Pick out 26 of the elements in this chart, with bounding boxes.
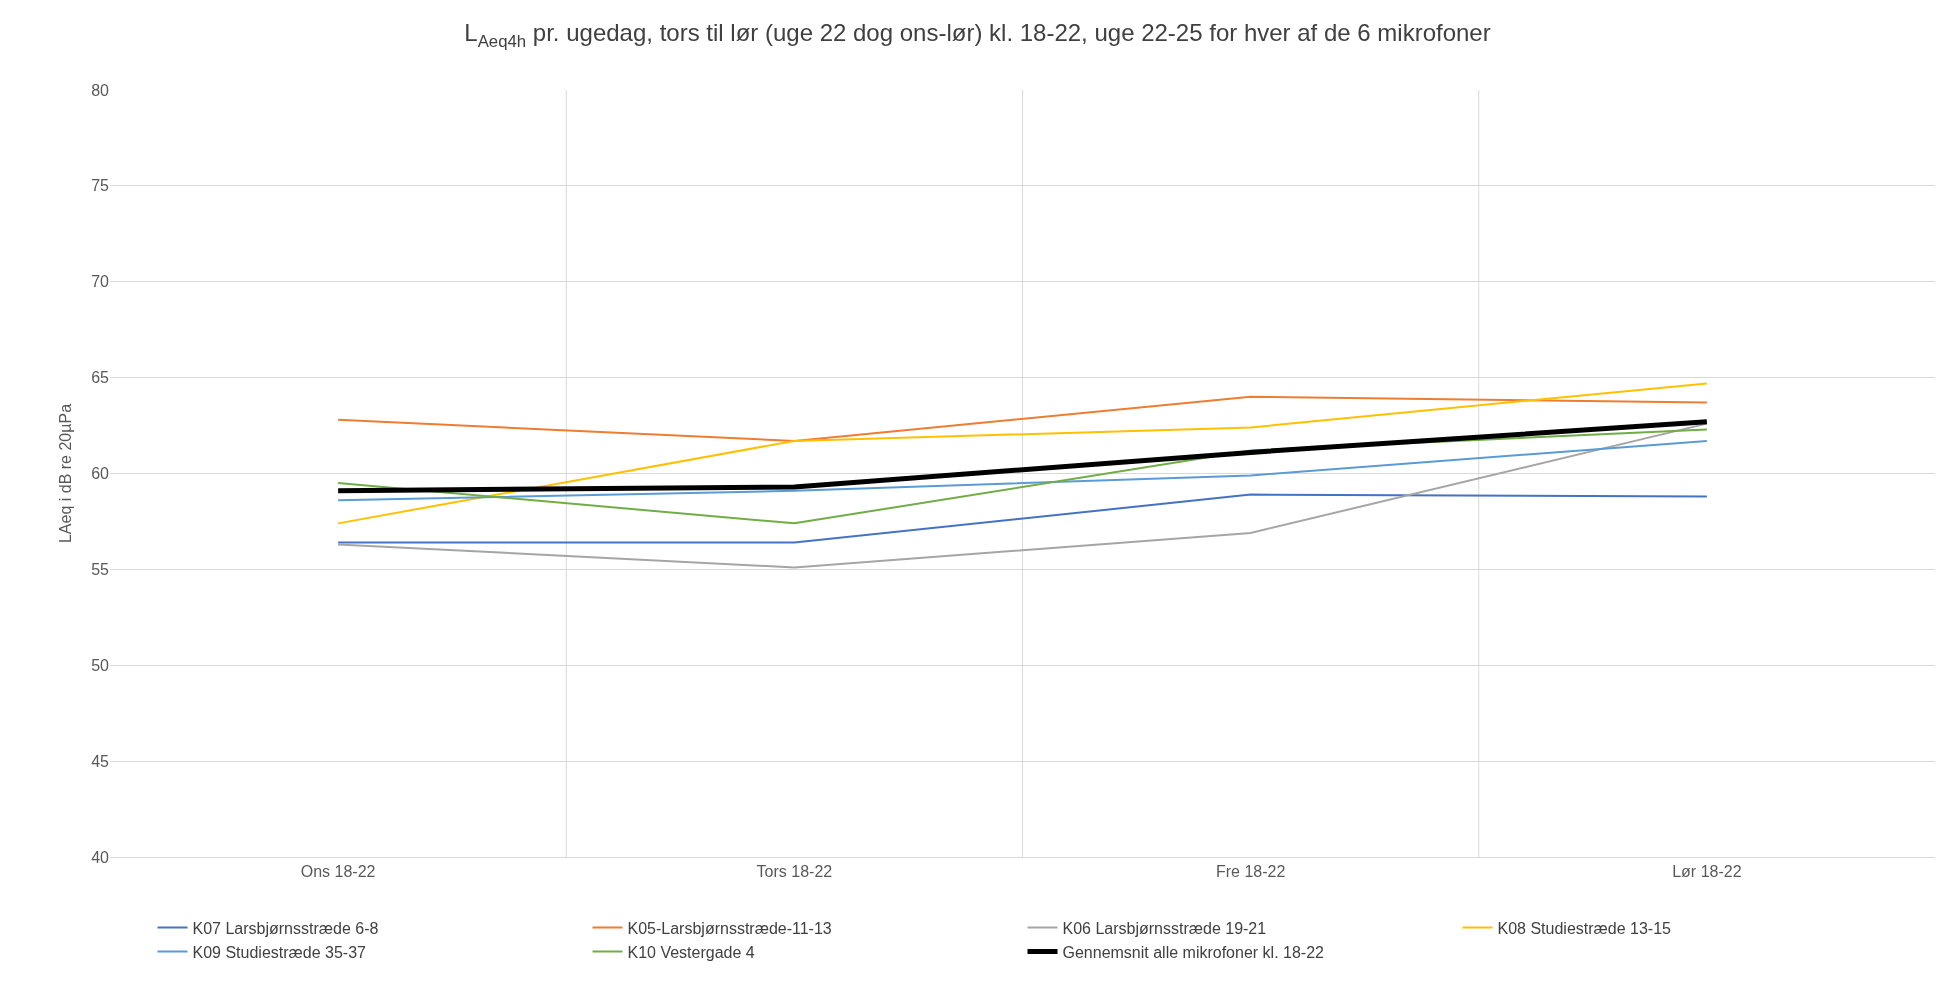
x-tick-label: Ons 18-22 [300,863,376,881]
y-axis-title: LAeq i dB re 20µPa [57,403,75,544]
y-tick-label: 45 [91,752,110,770]
legend-label: K08 Studiestræde 13-15 [1497,919,1672,937]
line-series [337,422,1708,569]
y-tick-label: 55 [91,560,110,578]
y-tick-label: 75 [91,177,110,195]
legend-label: K06 Larsbjørnsstræde 19-21 [1062,919,1267,937]
legend-label: Gennemsnit alle mikrofoner kl. 18-22 [1062,943,1325,961]
y-tick-label: 40 [91,848,110,866]
legend-label: K07 Larsbjørnsstræde 6-8 [192,919,379,937]
chart-title: L$_{Aeq4h}$ pr. ugedag, tors til lør (uge 22 dog ons-lør) kl. 18-22, uge 22-25 for hver af de 6 mikrofoner [464,19,1491,51]
line-series [337,395,1708,442]
x-tick-label: Tors 18-22 [756,863,833,881]
y-tick-label: 50 [91,656,110,674]
legend-label: K09 Studiestræde 35-37 [192,943,367,961]
y-tick-label: 80 [91,81,110,99]
x-tick-label: Lør 18-22 [1672,863,1742,881]
y-tick-label: 60 [91,465,110,483]
line-series [337,382,1708,525]
y-tick-label: 65 [91,369,110,387]
line-series [337,439,1708,502]
x-tick-label: Fre 18-22 [1215,863,1286,881]
legend-label: K10 Vestergade 4 [627,943,755,961]
legend-label: K05-Larsbjørnsstræde-11-13 [627,919,832,937]
y-tick-label: 70 [91,273,110,291]
